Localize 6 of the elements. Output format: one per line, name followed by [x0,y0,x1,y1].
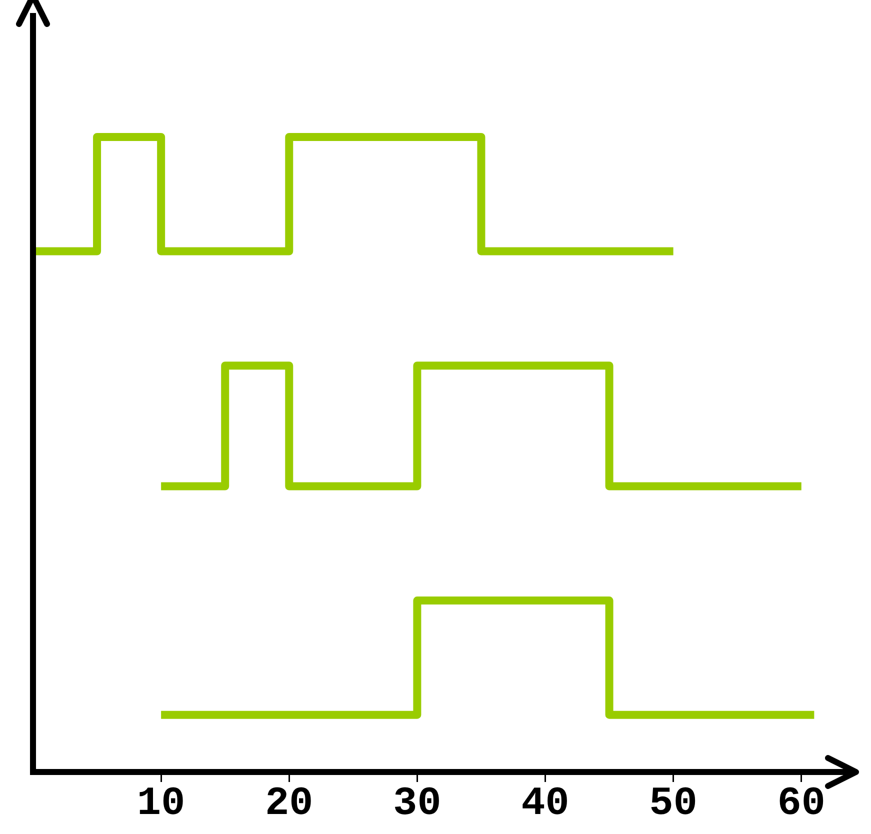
x-tick-label: 10 [137,782,186,828]
x-tick-label: 20 [265,782,314,828]
x-tick-label: 40 [521,782,570,828]
x-tick-label: 50 [649,782,698,828]
x-tick-label: 60 [777,782,826,828]
x-tick-label: 30 [393,782,442,828]
